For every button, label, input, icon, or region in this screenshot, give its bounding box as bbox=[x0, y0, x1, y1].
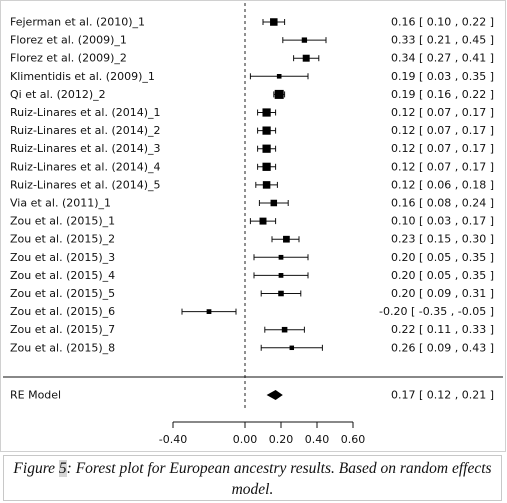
x-axis-tick-label: -0.40 bbox=[159, 433, 187, 446]
summary-effect-ci-text: 0.17 [ 0.12 , 0.21 ] bbox=[391, 389, 494, 402]
figure-caption: Figure 5: Forest plot for European ances… bbox=[3, 455, 502, 501]
point-estimate-square bbox=[289, 345, 295, 351]
study-row: Zou et al. (2015)_8 0.26 [ 0.09 , 0.43 ] bbox=[10, 341, 494, 354]
study-row: Florez et al. (2009)_1 0.33 [ 0.21 , 0.45… bbox=[10, 34, 494, 47]
effect-ci-text: 0.19 [ 0.03 , 0.35 ] bbox=[391, 70, 494, 83]
point-estimate-square bbox=[262, 162, 271, 171]
point-estimate-square bbox=[278, 273, 284, 278]
study-row: Ruiz-Linares et al. (2014)_2 0.12 [ 0.07 … bbox=[10, 124, 494, 137]
effect-ci-text: 0.12 [ 0.07 , 0.17 ] bbox=[391, 124, 494, 137]
study-label: Ruiz-Linares et al. (2014)_4 bbox=[10, 160, 161, 173]
effect-ci-text: 0.19 [ 0.16 , 0.22 ] bbox=[391, 88, 494, 101]
effect-ci-text: -0.20 [ -0.35 , -0.05 ] bbox=[379, 305, 494, 318]
point-estimate-square bbox=[274, 89, 284, 99]
caption-prefix: Figure bbox=[13, 460, 59, 477]
study-row: Zou et al. (2015)_2 0.23 [ 0.15 , 0.30 ] bbox=[10, 233, 494, 246]
point-estimate-square bbox=[301, 37, 308, 43]
effect-ci-text: 0.10 [ 0.03 , 0.17 ] bbox=[391, 215, 494, 228]
study-label: Zou et al. (2015)_1 bbox=[10, 215, 115, 228]
effect-ci-text: 0.20 [ 0.05 , 0.35 ] bbox=[391, 251, 494, 264]
summary-label: RE Model bbox=[10, 389, 61, 402]
point-estimate-square bbox=[259, 217, 267, 225]
effect-ci-text: 0.12 [ 0.07 , 0.17 ] bbox=[391, 106, 494, 119]
study-row: Zou et al. (2015)_1 0.10 [ 0.03 , 0.17 ] bbox=[10, 215, 494, 228]
point-estimate-square bbox=[262, 126, 271, 135]
effect-ci-text: 0.20 [ 0.09 , 0.31 ] bbox=[391, 287, 494, 300]
study-label: Via et al. (2011)_1 bbox=[10, 197, 111, 210]
study-label: Zou et al. (2015)_5 bbox=[10, 287, 115, 300]
study-label: Zou et al. (2015)_3 bbox=[10, 251, 115, 264]
effect-ci-text: 0.26 [ 0.09 , 0.43 ] bbox=[391, 341, 494, 354]
study-row: Zou et al. (2015)_4 0.20 [ 0.05 , 0.35 ] bbox=[10, 269, 494, 282]
study-label: Ruiz-Linares et al. (2014)_3 bbox=[10, 142, 161, 155]
point-estimate-square bbox=[283, 235, 290, 243]
effect-ci-text: 0.12 [ 0.07 , 0.17 ] bbox=[391, 160, 494, 173]
point-estimate-square bbox=[278, 290, 284, 297]
study-label: Fejerman et al. (2010)_1 bbox=[10, 16, 145, 29]
study-row: Ruiz-Linares et al. (2014)_3 0.12 [ 0.07 … bbox=[10, 142, 494, 155]
study-row: Via et al. (2011)_1 0.16 [ 0.08 , 0.24 ] bbox=[10, 197, 494, 210]
study-row: Ruiz-Linares et al. (2014)_4 0.12 [ 0.07 … bbox=[10, 160, 494, 173]
x-axis-tick-label: 0.00 bbox=[233, 433, 258, 446]
study-label: Qi et al. (2012)_2 bbox=[10, 88, 106, 101]
study-label: Ruiz-Linares et al. (2014)_5 bbox=[10, 178, 161, 191]
effect-ci-text: 0.23 [ 0.15 , 0.30 ] bbox=[391, 233, 494, 246]
study-label: Zou et al. (2015)_6 bbox=[10, 305, 115, 318]
study-row: Zou et al. (2015)_3 0.20 [ 0.05 , 0.35 ] bbox=[10, 251, 494, 264]
effect-ci-text: 0.12 [ 0.07 , 0.17 ] bbox=[391, 142, 494, 155]
study-row: Ruiz-Linares et al. (2014)_5 0.12 [ 0.06 … bbox=[10, 178, 494, 191]
forest-plot: Fejerman et al. (2010)_1 0.16 [ 0.10 , 0.… bbox=[0, 0, 506, 452]
point-estimate-square bbox=[262, 144, 271, 153]
point-estimate-square bbox=[302, 54, 310, 62]
point-estimate-square bbox=[270, 199, 278, 207]
study-row: Fejerman et al. (2010)_1 0.16 [ 0.10 , 0.… bbox=[10, 16, 494, 29]
summary-diamond bbox=[266, 390, 283, 400]
study-label: Zou et al. (2015)_2 bbox=[10, 233, 115, 246]
study-label: Florez et al. (2009)_1 bbox=[10, 34, 127, 47]
effect-ci-text: 0.34 [ 0.27 , 0.41 ] bbox=[391, 52, 494, 65]
study-label: Zou et al. (2015)_4 bbox=[10, 269, 115, 282]
effect-ci-text: 0.20 [ 0.05 , 0.35 ] bbox=[391, 269, 494, 282]
study-row: Zou et al. (2015)_5 0.20 [ 0.09 , 0.31 ] bbox=[10, 287, 494, 300]
study-label: Ruiz-Linares et al. (2014)_1 bbox=[10, 106, 161, 119]
point-estimate-square bbox=[262, 108, 271, 117]
study-label: Florez et al. (2009)_2 bbox=[10, 52, 127, 65]
point-estimate-square bbox=[278, 254, 284, 260]
study-row: Klimentidis et al. (2009)_1 0.19 [ 0.03 ,… bbox=[10, 70, 494, 83]
study-label: Ruiz-Linares et al. (2014)_2 bbox=[10, 124, 161, 137]
study-row: Ruiz-Linares et al. (2014)_1 0.12 [ 0.07 … bbox=[10, 106, 494, 119]
plot-border bbox=[0, 0, 506, 452]
x-axis-tick-label: 0.20 bbox=[269, 433, 294, 446]
point-estimate-square bbox=[262, 181, 271, 189]
point-estimate-square bbox=[276, 74, 282, 79]
study-row: Zou et al. (2015)_6 -0.20 [ -0.35 , -0.05… bbox=[10, 305, 494, 318]
study-label: Klimentidis et al. (2009)_1 bbox=[10, 70, 155, 83]
study-label: Zou et al. (2015)_8 bbox=[10, 341, 115, 354]
caption-figure-number: 5 bbox=[58, 460, 67, 477]
caption-text: : Forest plot for European ancestry resu… bbox=[66, 460, 492, 498]
x-axis-tick-label: 0.40 bbox=[305, 433, 330, 446]
effect-ci-text: 0.33 [ 0.21 , 0.45 ] bbox=[391, 34, 494, 47]
point-estimate-square bbox=[270, 18, 278, 26]
study-row: Florez et al. (2009)_2 0.34 [ 0.27 , 0.41… bbox=[10, 52, 494, 65]
effect-ci-text: 0.22 [ 0.11 , 0.33 ] bbox=[391, 323, 494, 336]
point-estimate-square bbox=[281, 326, 288, 333]
point-estimate-square bbox=[206, 309, 212, 314]
effect-ci-text: 0.16 [ 0.10 , 0.22 ] bbox=[391, 16, 494, 29]
x-axis-tick-label: 0.60 bbox=[341, 433, 366, 446]
effect-ci-text: 0.16 [ 0.08 , 0.24 ] bbox=[391, 197, 494, 210]
summary-row: RE Model 0.17 [ 0.12 , 0.21 ] bbox=[10, 389, 494, 402]
study-row: Zou et al. (2015)_7 0.22 [ 0.11 , 0.33 ] bbox=[10, 323, 494, 336]
study-label: Zou et al. (2015)_7 bbox=[10, 323, 115, 336]
study-row: Qi et al. (2012)_2 0.19 [ 0.16 , 0.22 ] bbox=[10, 88, 494, 101]
effect-ci-text: 0.12 [ 0.06 , 0.18 ] bbox=[391, 178, 494, 191]
